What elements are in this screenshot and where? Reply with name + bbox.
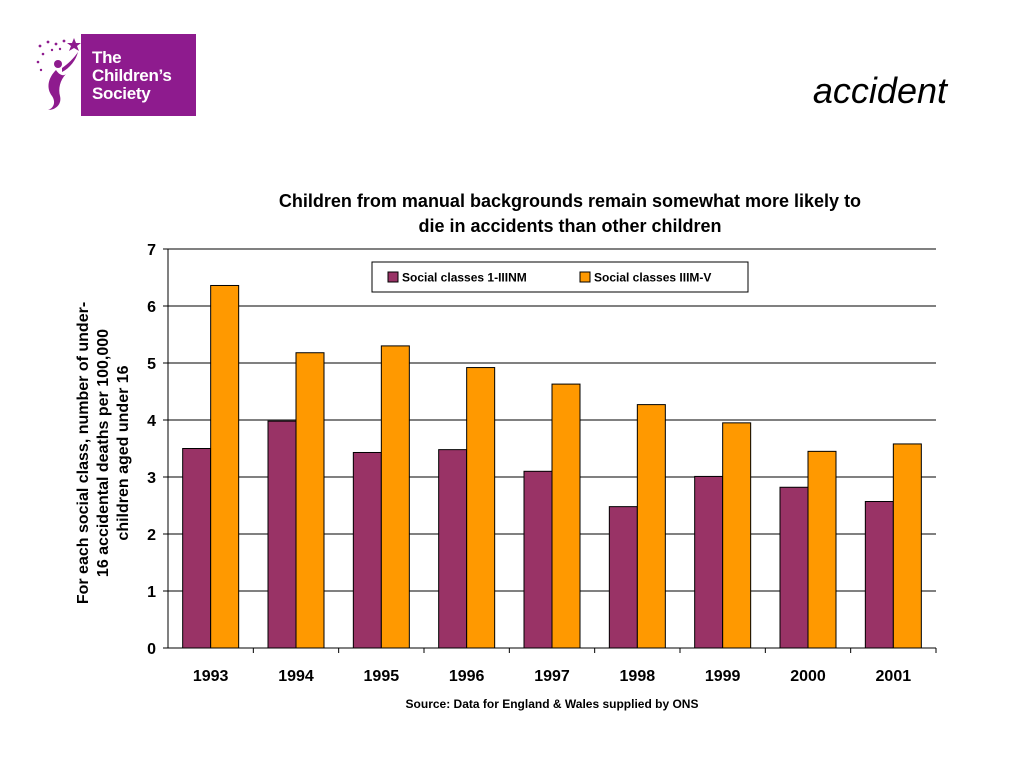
- y-tick-label: 1: [147, 584, 156, 601]
- y-tick-label: 3: [147, 470, 156, 487]
- y-tick-label: 4: [147, 413, 156, 430]
- logo: The Children’s Society: [34, 34, 196, 116]
- bar-class-iiim-v-2000: [807, 450, 837, 649]
- legend-swatch: [579, 271, 591, 283]
- logo-line-2: Children’s: [92, 66, 172, 85]
- bar-class-iiim-v-1997: [551, 383, 581, 649]
- legend-label: Social classes 1-IIINM: [402, 271, 527, 285]
- x-tick-label: 2000: [790, 668, 826, 685]
- bar-class-1-iiinm-1995: [352, 451, 382, 649]
- bar-class-1-iiinm-1998: [608, 506, 638, 649]
- logo-line-1: The: [92, 48, 122, 67]
- y-tick-label: 2: [147, 527, 156, 544]
- logo-background: [81, 34, 196, 116]
- x-tick-label: 1998: [620, 668, 656, 685]
- logo-text: The Children’s Society: [92, 49, 172, 103]
- x-tick-label: 1994: [278, 668, 314, 685]
- bar-class-iiim-v-2001: [892, 443, 922, 649]
- y-tick-label: 0: [147, 641, 156, 658]
- bar-class-1-iiinm-1994: [267, 420, 297, 649]
- bar-class-iiim-v-1993: [210, 284, 240, 649]
- bar-class-iiim-v-1994: [295, 352, 325, 649]
- slide-title: accident: [812, 70, 947, 111]
- bar-class-1-iiinm-1996: [438, 449, 468, 649]
- legend-label: Social classes IIIM-V: [594, 271, 711, 285]
- bar-class-1-iiinm-1993: [182, 448, 212, 649]
- x-tick-label: 1995: [364, 668, 400, 685]
- bar-class-1-iiinm-2001: [864, 501, 894, 649]
- bar-class-iiim-v-1999: [722, 422, 752, 649]
- chart-title-line-2: die in accidents than other children: [418, 216, 722, 236]
- y-tick-label: 6: [147, 299, 156, 316]
- bar-class-1-iiinm-1999: [694, 475, 724, 649]
- logo-line-3: Society: [92, 84, 151, 103]
- x-tick-label: 1997: [534, 668, 570, 685]
- legend-swatch: [387, 271, 399, 283]
- y-tick-label: 7: [147, 242, 156, 259]
- bar-class-iiim-v-1995: [380, 345, 410, 649]
- bar-class-1-iiinm-2000: [779, 486, 809, 649]
- x-tick-label: 1999: [705, 668, 741, 685]
- bar-class-iiim-v-1996: [466, 367, 496, 649]
- x-tick-label: 1996: [449, 668, 485, 685]
- bar-class-1-iiinm-1997: [523, 470, 553, 649]
- legend-box: [371, 261, 749, 293]
- stars-figure-icon: [36, 38, 81, 110]
- bar-class-iiim-v-1998: [636, 404, 666, 649]
- y-tick-label: 5: [147, 356, 156, 373]
- chart-title-line-1: Children from manual backgrounds remain …: [278, 191, 862, 211]
- source-note: Source: Data for England & Wales supplie…: [405, 697, 699, 711]
- chart-title: Children from manual backgrounds remain …: [210, 189, 930, 239]
- x-tick-label: 2001: [876, 668, 912, 685]
- x-tick-label: 1993: [193, 668, 229, 685]
